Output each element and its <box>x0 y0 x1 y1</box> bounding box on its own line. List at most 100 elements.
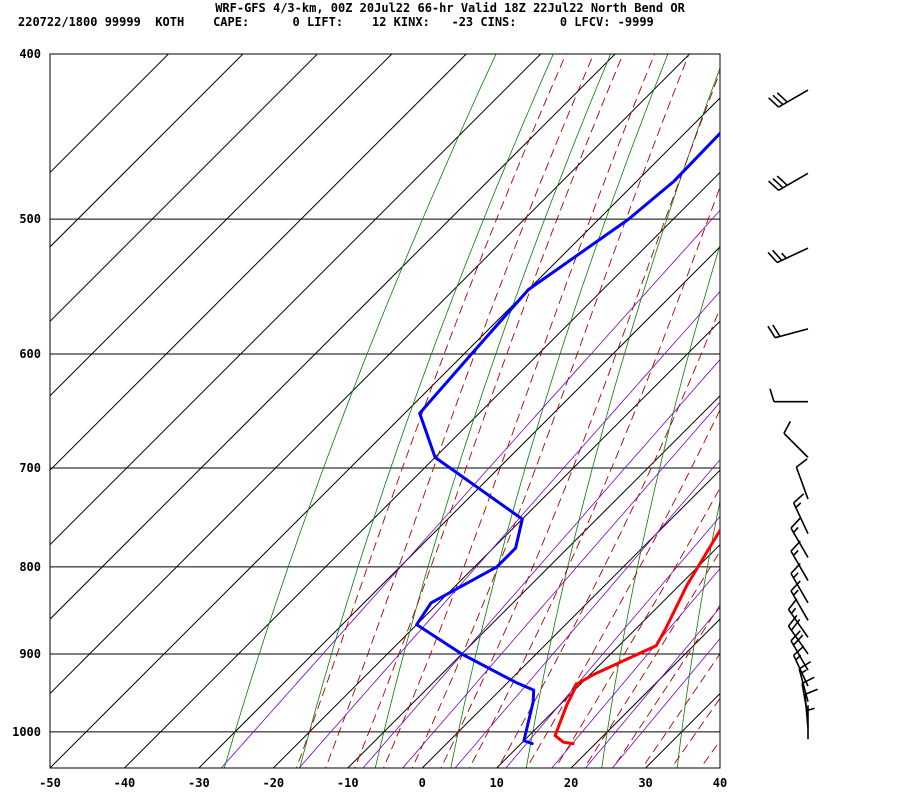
moist-adiabat-line <box>411 54 690 768</box>
moist-adiabat-line <box>641 652 720 768</box>
wind-barb-flag <box>792 634 804 646</box>
wind-barb-half-flag <box>790 607 797 615</box>
wind-barb-half-flag <box>792 572 799 579</box>
wind-barb <box>768 89 809 108</box>
moist-adiabat-line <box>700 740 720 768</box>
pressure-tick-label: 900 <box>19 647 41 661</box>
wind-barb <box>798 660 812 702</box>
pressure-tick-label: 600 <box>19 347 41 361</box>
isotherm-line <box>495 543 720 768</box>
wind-barb-flag <box>790 540 801 552</box>
wind-barb <box>787 614 809 655</box>
moist-adiabat-line <box>383 54 656 768</box>
temperature-profile-line <box>553 527 720 746</box>
wind-barb-flag <box>798 660 812 670</box>
dry-adiabat-line <box>601 243 720 768</box>
wind-barb-half-flag <box>807 707 815 712</box>
mixing-ratio-line <box>505 515 720 768</box>
isotherm-line <box>50 54 319 323</box>
wind-barb-half-flag <box>795 654 802 661</box>
wind-barb-flag <box>804 688 818 696</box>
moist-adiabat-line <box>354 54 624 768</box>
wind-barb-half-flag <box>792 526 799 533</box>
wind-barb <box>767 247 809 264</box>
dry-adiabat-line <box>374 54 612 768</box>
isotherm-line <box>570 618 720 768</box>
wind-barb-flag <box>776 92 788 103</box>
dry-adiabat-line <box>450 54 669 768</box>
mixing-ratio-line <box>362 358 720 768</box>
wind-barb <box>790 562 809 604</box>
wind-barb <box>769 388 808 403</box>
wind-barb-flag <box>768 180 780 191</box>
wind-barb-half-flag <box>800 669 807 675</box>
mixing-ratio-line <box>551 567 720 768</box>
wind-barb-half-flag <box>792 549 799 556</box>
wind-barb-staff <box>795 466 809 500</box>
temperature-tick-label: -50 <box>39 776 61 790</box>
wind-barb-flag <box>790 580 801 592</box>
wind-barb <box>795 458 809 500</box>
wind-barb <box>790 580 809 621</box>
wind-barb-flag <box>790 517 801 529</box>
wind-barb-staff <box>778 172 809 192</box>
wind-barb-flag <box>776 175 788 186</box>
moist-adiabat-line <box>468 185 720 768</box>
wind-barb <box>767 324 809 339</box>
wind-barb-half-flag <box>795 502 802 509</box>
moist-adiabat-line <box>497 307 720 768</box>
wind-barb-staff <box>792 502 809 535</box>
temperature-tick-label: -30 <box>188 776 210 790</box>
header: WRF-GFS 4/3-km, 00Z 20Jul22 66-hr Valid … <box>0 0 900 34</box>
wind-barb-flag <box>787 598 798 610</box>
mixing-ratio-line <box>611 638 720 768</box>
moist-adiabat-line <box>295 54 567 768</box>
stability-indices: 220722/1800 99999 KOTH CAPE: 0 LIFT: 12 … <box>18 15 654 29</box>
wind-barb-flag <box>772 94 784 106</box>
mixing-ratio-line <box>402 401 720 768</box>
wind-barb <box>792 493 809 535</box>
wind-barb-flag <box>801 676 815 685</box>
wind-barb-staff <box>798 668 809 702</box>
isotherm-line <box>421 469 720 768</box>
isotherm-line <box>50 97 720 768</box>
temperature-tick-label: -10 <box>337 776 359 790</box>
wind-barb-staff <box>778 89 809 108</box>
isotherm-line <box>50 54 542 546</box>
pressure-tick-label: 400 <box>19 47 41 61</box>
wind-barb-flag <box>772 324 781 337</box>
chart-title: WRF-GFS 4/3-km, 00Z 20Jul22 66-hr Valid … <box>215 1 685 15</box>
dry-adiabat-line <box>299 54 554 768</box>
isotherm-line <box>50 54 467 471</box>
temperature-tick-label: 30 <box>638 776 652 790</box>
wind-barb-staff <box>787 609 809 638</box>
dry-adiabat-line <box>752 16 900 775</box>
dry-adiabat-line <box>828 16 900 775</box>
dewpoint-profile-line <box>415 131 720 746</box>
pressure-tick-label: 500 <box>19 212 41 226</box>
wind-barb-staff <box>790 550 809 581</box>
wind-barb-flag <box>793 645 805 656</box>
wind-barb <box>790 540 809 581</box>
wind-barb-flag <box>783 420 792 434</box>
wind-barb-flag <box>793 493 805 504</box>
moist-adiabat-line <box>325 54 595 768</box>
wind-barb-flag <box>772 249 783 261</box>
moist-adiabat-line <box>526 408 720 768</box>
wind-barb-flag <box>790 618 801 631</box>
plot-frame <box>49 53 721 769</box>
isotherm-line <box>719 767 720 768</box>
pressure-tick-label: 800 <box>19 560 41 574</box>
temperature-tick-label: 40 <box>713 776 727 790</box>
wind-barb-staff <box>783 432 809 458</box>
wind-barb-half-flag <box>792 589 799 596</box>
wind-barb-flag <box>769 388 775 402</box>
wind-barb-half-flag <box>781 252 787 259</box>
isotherm-line <box>50 54 170 174</box>
mixing-ratio-line <box>585 606 720 768</box>
moist-adiabat-line <box>612 604 720 768</box>
wind-barb-staff <box>790 573 809 604</box>
wind-barb-flag <box>772 177 784 189</box>
wind-barb-flag <box>790 630 801 642</box>
